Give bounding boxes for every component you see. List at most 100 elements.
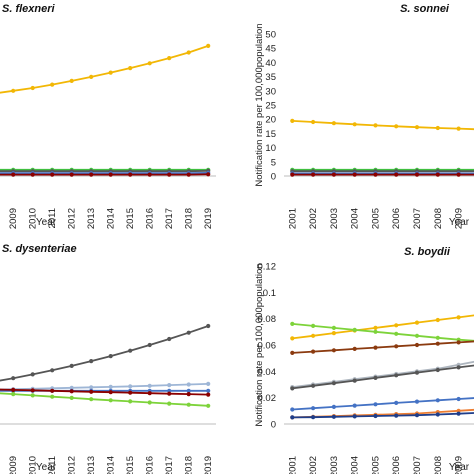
data-point <box>147 383 152 388</box>
x-tick-label: 2006 <box>391 456 402 474</box>
data-point <box>311 323 316 328</box>
data-point <box>290 321 295 326</box>
data-point <box>128 390 133 395</box>
y-tick-label: 0.06 <box>258 341 277 352</box>
data-point <box>352 327 357 332</box>
x-axis-label: Year <box>36 462 57 473</box>
chart-title: S. sonnei <box>400 3 450 15</box>
data-point <box>311 172 316 177</box>
x-tick-label: 2004 <box>350 208 361 229</box>
data-point <box>435 172 440 177</box>
chart-title: S. dysenteriae <box>2 243 77 255</box>
data-point <box>30 388 35 393</box>
data-point <box>373 123 378 128</box>
data-point <box>373 325 378 330</box>
data-point <box>352 378 357 383</box>
data-point <box>11 88 16 93</box>
data-point <box>167 401 172 406</box>
x-tick-label: 2007 <box>412 208 423 229</box>
data-point <box>50 394 55 399</box>
data-point <box>108 70 113 75</box>
data-point <box>311 406 316 411</box>
data-point <box>147 61 152 66</box>
data-point <box>414 370 420 375</box>
data-point <box>352 414 357 419</box>
data-point <box>69 78 74 83</box>
data-point <box>394 323 399 328</box>
chart-panel-1: 2008200920102011201220132014201520162017… <box>0 3 216 229</box>
data-point <box>456 172 461 177</box>
data-point <box>186 392 191 397</box>
x-axis-label: Year <box>36 217 57 228</box>
data-point <box>290 407 295 412</box>
data-point <box>147 400 152 405</box>
data-point <box>435 398 440 403</box>
data-point <box>456 411 461 416</box>
x-tick-label: 2013 <box>86 456 97 474</box>
data-point <box>331 331 336 336</box>
data-point <box>290 386 295 391</box>
data-point <box>69 385 74 390</box>
data-point <box>128 384 133 389</box>
x-tick-label: 2012 <box>67 208 78 229</box>
data-point <box>394 172 399 177</box>
x-tick-label: 2004 <box>350 456 361 474</box>
data-point <box>206 392 211 397</box>
x-tick-label: 2017 <box>164 208 175 229</box>
data-point <box>50 388 55 393</box>
x-tick-label: 2016 <box>145 456 156 474</box>
x-tick-label: 2009 <box>454 208 465 229</box>
data-point <box>186 388 191 393</box>
x-tick-label: 2014 <box>106 208 117 229</box>
data-point <box>456 340 461 345</box>
data-point <box>147 342 152 348</box>
data-point <box>435 341 440 346</box>
data-point <box>89 359 94 364</box>
data-point <box>352 172 357 177</box>
data-point <box>290 118 295 123</box>
data-point <box>414 333 420 338</box>
chart-title: S. boydii <box>404 246 451 258</box>
data-point <box>331 325 336 330</box>
x-tick-label: 2005 <box>370 456 381 474</box>
data-point <box>331 381 336 386</box>
x-tick-label: 2001 <box>287 456 298 474</box>
x-tick-label: 2006 <box>391 208 402 229</box>
x-tick-label: 2003 <box>329 208 340 229</box>
x-tick-label: 2009 <box>8 456 19 474</box>
x-tick-label: 2008 <box>433 456 444 474</box>
data-point <box>69 395 74 400</box>
chart-title: S. flexneri <box>2 3 56 15</box>
x-tick-label: 2011 <box>47 456 58 474</box>
data-point <box>311 383 316 388</box>
series-line-6 <box>292 397 474 411</box>
data-point <box>186 402 191 407</box>
data-point <box>331 414 336 419</box>
x-tick-label: 2009 <box>454 456 465 474</box>
data-point <box>50 368 55 373</box>
data-point <box>373 413 378 419</box>
data-point <box>456 365 461 370</box>
chart-panel-3: 2008200920102011201220132014201520162017… <box>0 243 216 474</box>
data-point <box>414 320 420 325</box>
data-point <box>167 388 172 393</box>
x-tick-label: 2002 <box>308 208 319 229</box>
data-point <box>186 50 191 55</box>
data-point <box>167 172 172 177</box>
data-point <box>456 315 461 320</box>
data-point <box>311 119 316 125</box>
data-point <box>414 172 420 177</box>
data-point <box>435 412 440 417</box>
data-point <box>89 74 94 79</box>
data-point <box>394 400 399 405</box>
data-point <box>128 348 133 353</box>
data-point <box>167 56 172 61</box>
y-tick-label: 10 <box>265 143 276 154</box>
y-tick-label: 20 <box>265 115 276 126</box>
data-point <box>108 398 113 403</box>
y-tick-label: 40 <box>265 58 276 69</box>
data-point <box>373 329 378 334</box>
data-point <box>206 388 211 393</box>
